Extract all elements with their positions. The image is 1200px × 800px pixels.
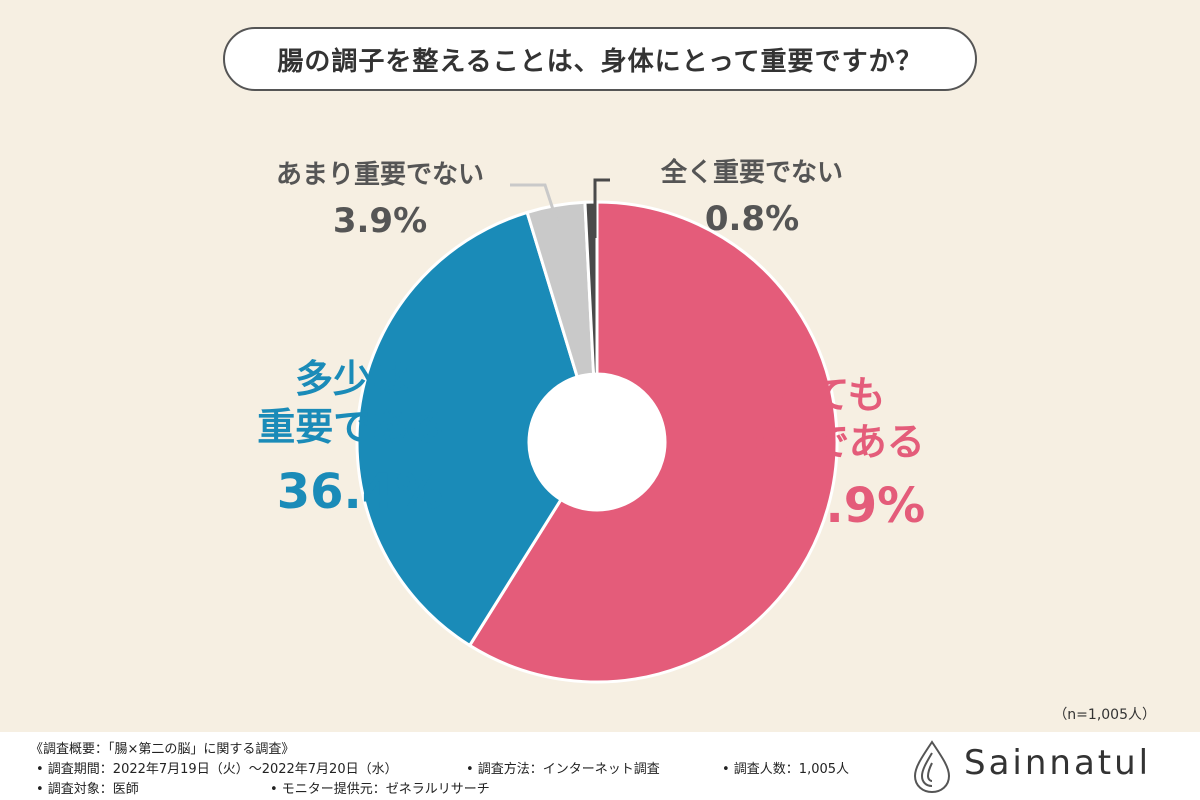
brand-name: Sainnatul xyxy=(964,743,1152,783)
footer-period: • 調査期間：2022年7月19日（火）〜2022年7月20日（水） xyxy=(36,762,398,777)
donut-hole xyxy=(529,374,665,510)
donut-slices xyxy=(355,200,839,684)
brand-logo: Sainnatul xyxy=(904,737,1184,797)
label-value-very-important: 58.9% xyxy=(759,478,926,534)
label-value-not-important: 0.8% xyxy=(705,199,799,239)
footer-provider: • モニター提供元：ゼネラルリサーチ xyxy=(270,782,490,797)
footer-target: • 調査対象：医師 xyxy=(36,782,139,797)
footer-method: • 調査方法：インターネット調査 xyxy=(466,762,660,777)
sample-size-note: （n=1,005人） xyxy=(1053,707,1156,723)
label-name-very-important-1: とても xyxy=(775,373,886,417)
footer-survey-title: 《調査概要：「腸×第二の脳」に関する調査》 xyxy=(30,742,295,757)
label-name-somewhat-important-2: 重要である xyxy=(257,405,447,449)
footer-count: • 調査人数：1,005人 xyxy=(722,762,850,777)
label-name-very-important-2: 重要である xyxy=(735,420,925,464)
leader-line-somewhat-unimportant xyxy=(510,183,565,241)
label-value-somewhat-important: 36.4% xyxy=(277,464,444,520)
label-name-somewhat-important-1: 多少は xyxy=(295,357,409,401)
leader-line-not-important xyxy=(593,178,610,238)
label-value-somewhat-unimportant: 3.9% xyxy=(333,201,427,241)
chart-title: 腸の調子を整えることは、身体にとって重要ですか？ xyxy=(223,27,977,91)
label-name-not-important: 全く重要でない xyxy=(660,157,843,188)
label-name-somewhat-unimportant: あまり重要でない xyxy=(276,160,484,190)
survey-footer: 《調査概要：「腸×第二の脳」に関する調査》 • 調査期間：2022年7月19日（… xyxy=(0,732,1200,800)
water-drop-icon xyxy=(913,740,951,794)
